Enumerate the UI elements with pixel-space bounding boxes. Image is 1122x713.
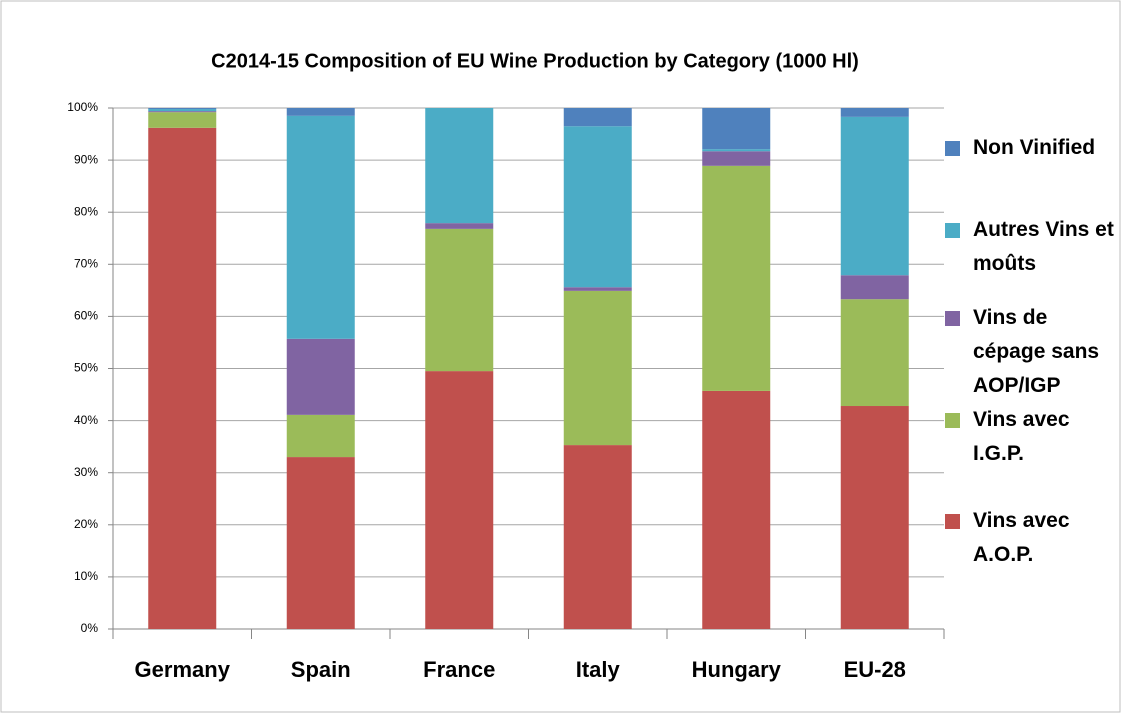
legend-swatch: [945, 413, 960, 428]
y-tick-label: 90%: [74, 152, 98, 166]
x-tick-label: Spain: [291, 657, 351, 682]
bar-segment: [425, 371, 494, 629]
x-tick-label: France: [423, 657, 495, 682]
bar-segment: [840, 108, 909, 117]
bar-segment: [286, 338, 355, 415]
bar-segment: [148, 127, 217, 629]
y-tick-label: 20%: [74, 517, 98, 531]
legend-label: Vins de cépage sans AOP/IGP: [973, 306, 1100, 397]
bar-segment: [702, 108, 771, 150]
bar-segment: [148, 111, 217, 113]
bar-segment: [148, 112, 217, 128]
bar-segment: [563, 108, 632, 127]
bar-segment: [286, 457, 355, 629]
y-tick-label: 30%: [74, 465, 98, 479]
bar-segment: [425, 223, 494, 229]
x-tick-label: Germany: [135, 657, 231, 682]
bar-segment: [563, 445, 632, 629]
bar-segment: [286, 414, 355, 458]
y-tick-label: 100%: [67, 100, 98, 114]
y-tick-label: 40%: [74, 413, 98, 427]
legend-swatch: [945, 223, 960, 238]
y-tick-label: 10%: [74, 569, 98, 583]
y-tick-label: 60%: [74, 309, 98, 323]
bar-segment: [563, 126, 632, 288]
bar-segment: [425, 108, 494, 224]
x-tick-label: EU-28: [844, 657, 906, 682]
bar-segment: [840, 299, 909, 407]
y-tick-label: 80%: [74, 204, 98, 218]
bar-segment: [148, 108, 217, 110]
bar-segment: [840, 406, 909, 629]
legend-label: Autres Vins et moûts: [973, 218, 1114, 275]
bar-segment: [286, 115, 355, 339]
bar-segment: [563, 290, 632, 446]
bar-segment: [286, 108, 355, 116]
legend-swatch: [945, 514, 960, 529]
legend-label: Non Vinified: [973, 136, 1096, 159]
bar-segment: [425, 228, 494, 372]
bar-segment: [840, 275, 909, 300]
bar-segment: [840, 116, 909, 276]
y-tick-label: 0%: [81, 621, 99, 635]
legend-label: Vins avec A.O.P.: [973, 509, 1070, 566]
bar-segment: [702, 149, 771, 152]
legend-label: Vins avec I.G.P.: [973, 408, 1070, 465]
bar-segment: [702, 151, 771, 166]
y-tick-label: 50%: [74, 361, 98, 375]
chart-title: C2014-15 Composition of EU Wine Producti…: [211, 50, 859, 72]
x-tick-label: Hungary: [692, 657, 782, 682]
y-tick-label: 70%: [74, 256, 98, 270]
bar-segment: [563, 287, 632, 291]
bar-segment: [702, 390, 771, 629]
legend-swatch: [945, 311, 960, 326]
x-tick-label: Italy: [576, 657, 621, 682]
legend-swatch: [945, 141, 960, 156]
bar-segment: [702, 165, 771, 391]
bar-segment: [148, 109, 217, 112]
